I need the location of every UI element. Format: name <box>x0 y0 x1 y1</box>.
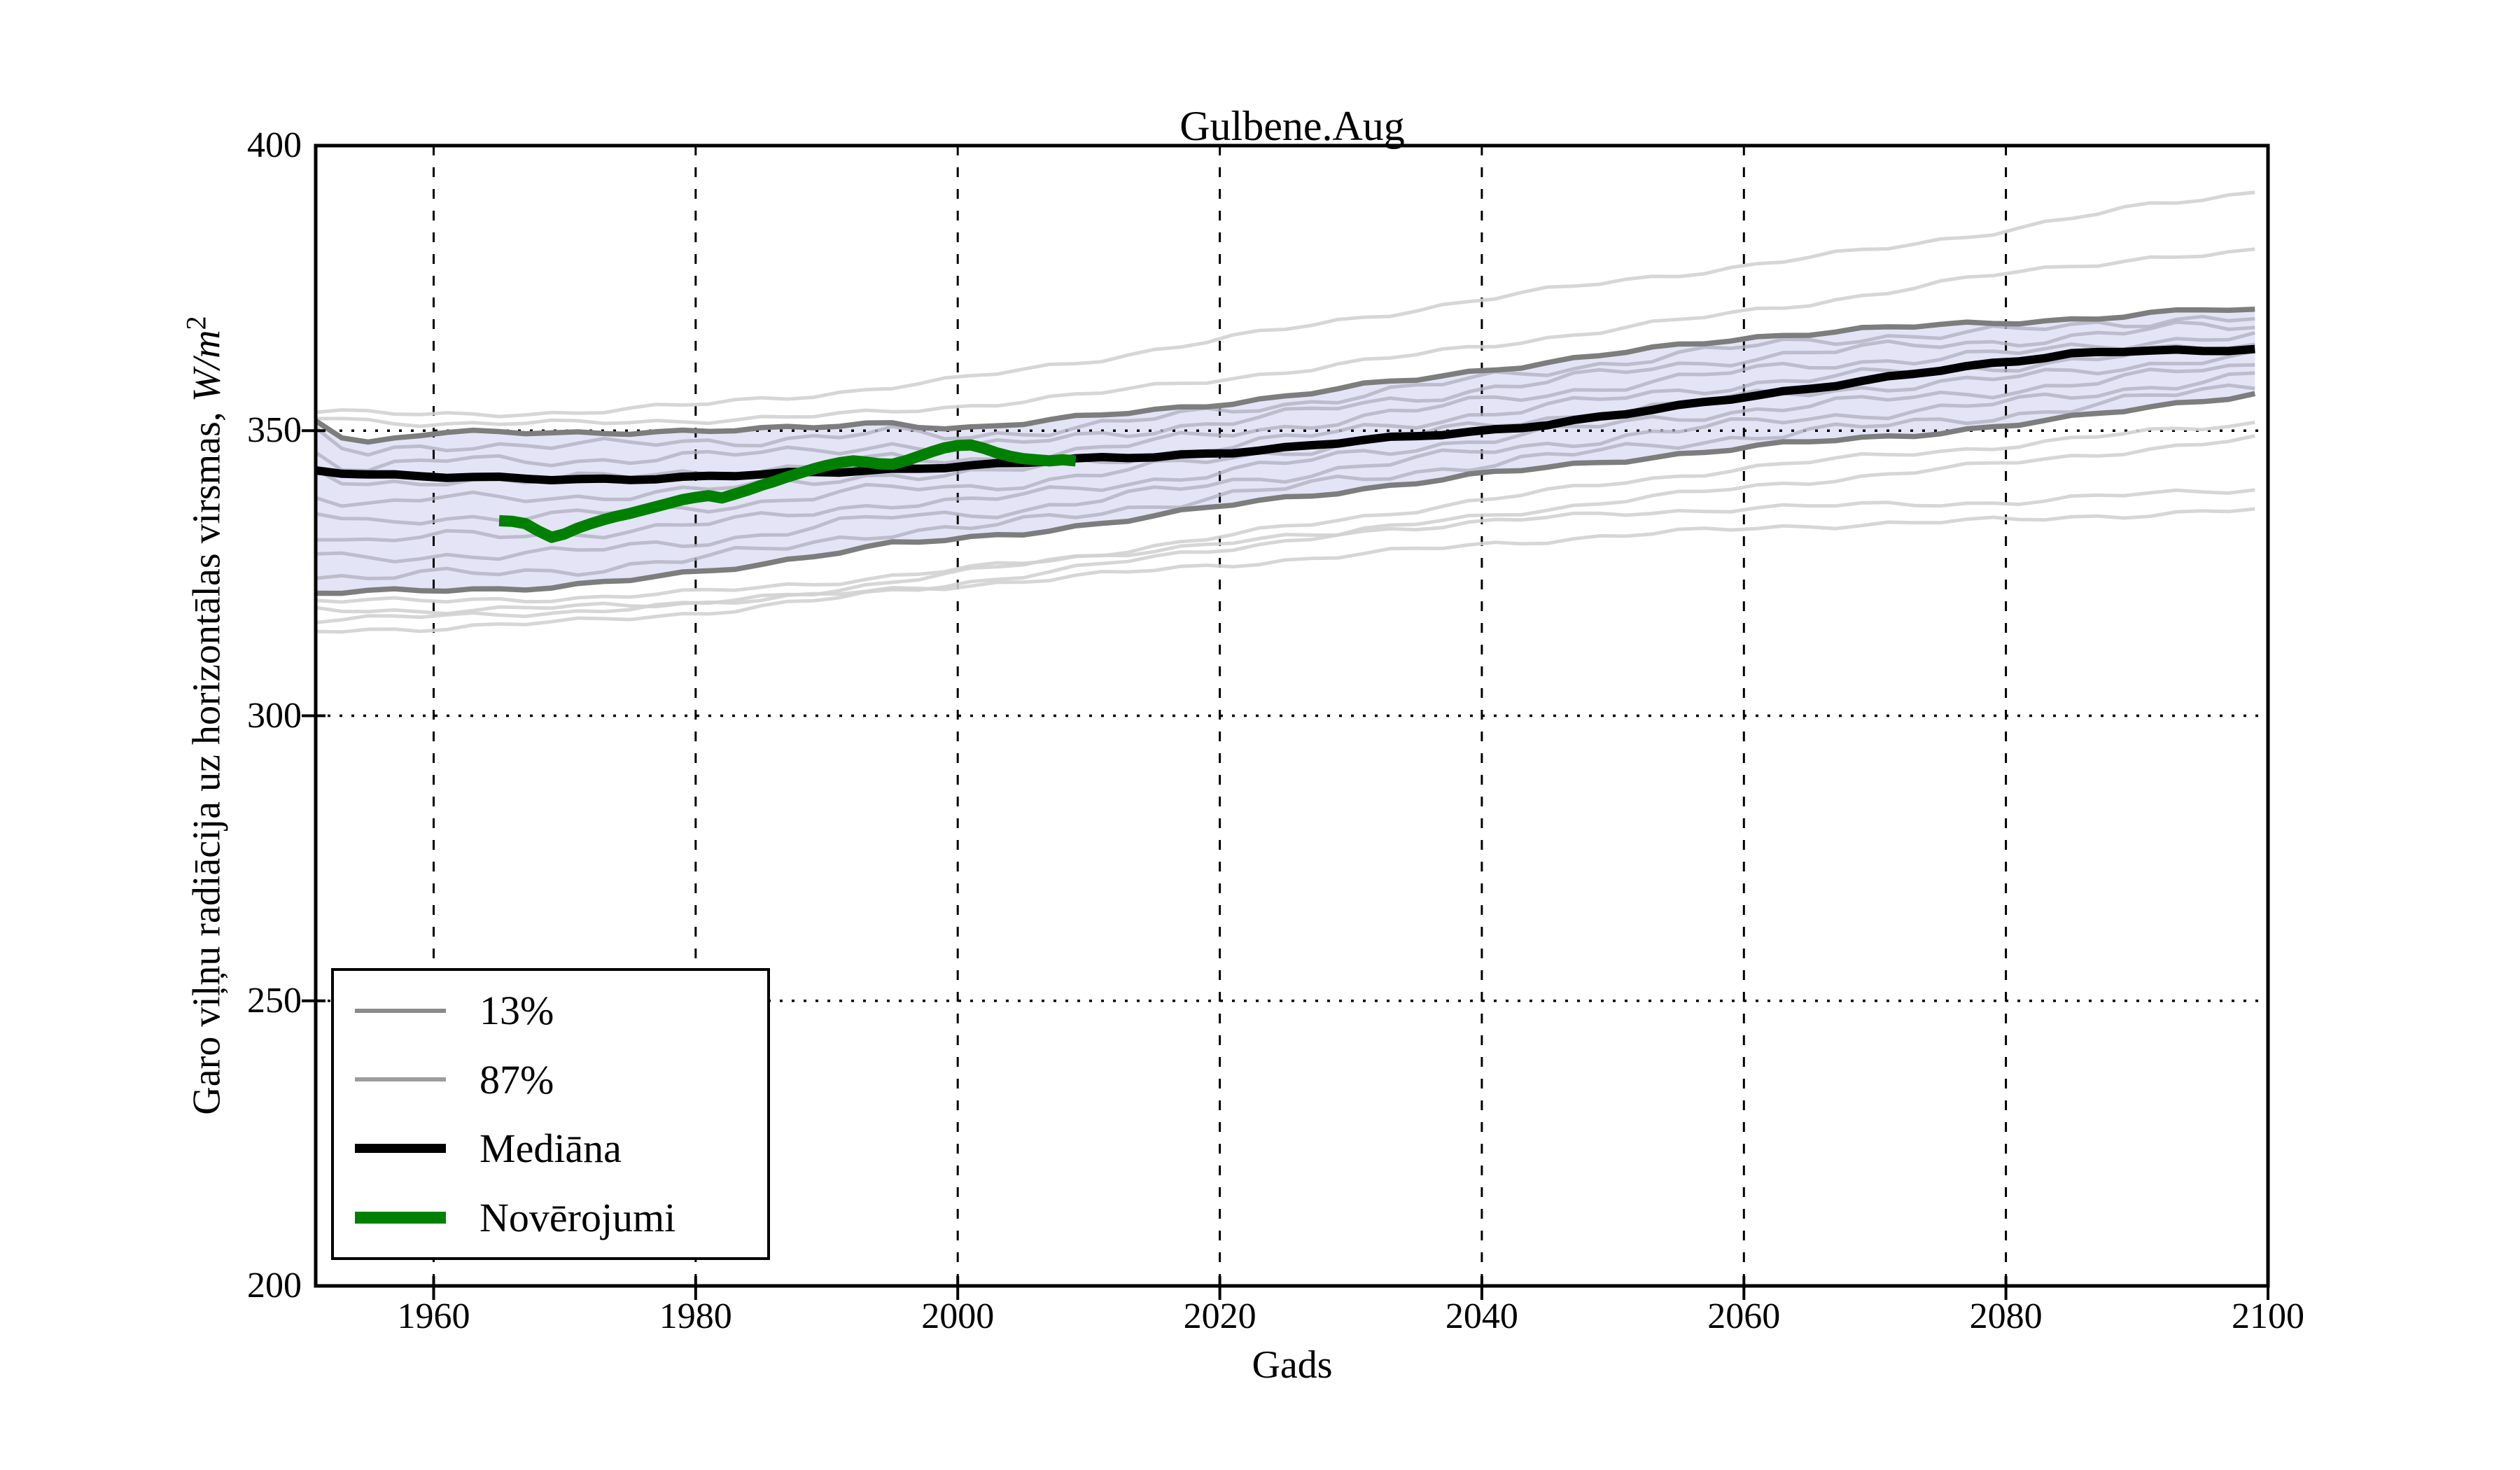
y-tick-label-400: 400 <box>247 125 302 165</box>
y-axis-label-sup: 2 <box>180 316 212 330</box>
x-tick-label-2040: 2040 <box>1445 1296 1518 1336</box>
legend-line-sample-13pct <box>355 1008 446 1013</box>
legend-label: 87% <box>479 1056 554 1102</box>
x-tick-label-1960: 1960 <box>397 1296 470 1336</box>
legend-label: Novērojumi <box>479 1194 676 1240</box>
legend-line-sample-87pct <box>355 1077 446 1082</box>
x-tick-label-2000: 2000 <box>921 1296 995 1336</box>
legend-label: Mediāna <box>479 1126 622 1172</box>
x-tick-label-2020: 2020 <box>1183 1296 1256 1336</box>
y-tick-label-300: 300 <box>247 695 302 736</box>
y-tick-label-350: 350 <box>247 410 302 451</box>
legend-item-13pct: 13% <box>334 977 767 1044</box>
x-tick-label-2100: 2100 <box>2232 1296 2304 1336</box>
legend: 13% 87% Mediāna Novērojumi <box>331 968 770 1260</box>
x-tick-label-1980: 1980 <box>659 1296 732 1336</box>
y-tick-label-200: 200 <box>247 1266 302 1306</box>
x-tick-label-2080: 2080 <box>1969 1296 2043 1336</box>
y-tick-label-250: 250 <box>247 980 302 1021</box>
x-axis-label: Gads <box>1252 1343 1333 1387</box>
chart-title: Gulbene.Aug <box>1180 103 1405 149</box>
x-tick-label-2060: 2060 <box>1707 1296 1781 1336</box>
legend-label: 13% <box>479 988 554 1034</box>
legend-item-87pct: 87% <box>334 1046 767 1113</box>
legend-item-mediana: Mediāna <box>334 1115 767 1182</box>
legend-line-sample-mediana <box>355 1144 446 1154</box>
y-axis-label-math: W/m <box>185 330 229 402</box>
legend-line-sample-noverojumi <box>355 1211 446 1224</box>
legend-item-noverojumi: Novērojumi <box>334 1184 767 1251</box>
